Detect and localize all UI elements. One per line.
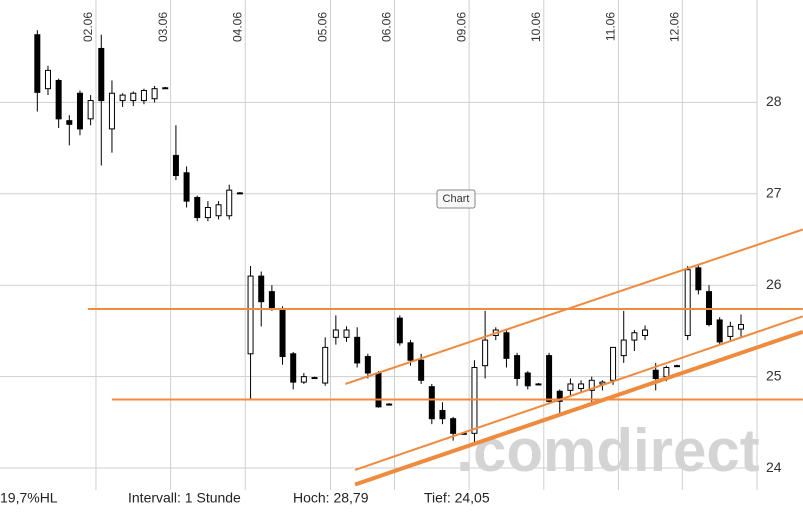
candle-body [236, 192, 243, 195]
candle-body [183, 172, 190, 202]
candle-body [450, 418, 457, 434]
candle-body [588, 379, 595, 391]
candle-body [727, 325, 734, 337]
footer-text: 19,7%HL [0, 490, 58, 506]
candle-body [439, 409, 446, 420]
candle-body [76, 92, 83, 130]
trend-line [354, 329, 803, 487]
candle-body [514, 355, 521, 379]
candle-body [258, 275, 265, 303]
candle-body [364, 356, 371, 374]
candle-body [268, 291, 275, 310]
candle-body [599, 381, 606, 385]
candle-body [140, 90, 147, 102]
trend-line [345, 228, 803, 385]
x-tick-label: 05.06 [316, 12, 330, 42]
candle-body [194, 196, 201, 219]
candle-body [66, 120, 73, 125]
candle-body [343, 329, 350, 338]
candle-body [418, 359, 425, 381]
x-tick-label: 02.06 [81, 12, 95, 42]
candle-body [716, 319, 723, 343]
x-tick-label: 10.06 [529, 12, 543, 42]
footer-text: Tief: 24,05 [424, 490, 490, 506]
candle-body [482, 339, 489, 367]
candle-body [55, 79, 62, 120]
footer-text: Intervall: 1 Stunde [128, 490, 241, 506]
candle-body [119, 94, 126, 102]
candle-body [407, 342, 414, 361]
x-tick-label: 09.06 [454, 12, 468, 42]
candle-body [108, 92, 115, 130]
trend-line [354, 315, 803, 471]
candle-body [247, 275, 254, 355]
candle-body [162, 87, 169, 90]
tooltip: Chart [436, 189, 476, 209]
candle-body [322, 346, 329, 384]
y-tick-label: 28 [766, 93, 782, 109]
candle-body [610, 346, 617, 381]
candle-body [226, 189, 233, 217]
candle-body [567, 383, 574, 391]
tooltip-box [436, 189, 476, 209]
candle-body [642, 329, 649, 337]
x-tick-label: 04.06 [230, 12, 244, 42]
candle-body [300, 376, 307, 383]
candle-body [204, 207, 211, 219]
candle-body [44, 69, 51, 90]
grid [0, 0, 758, 490]
y-tick-label: 24 [766, 459, 782, 475]
candle-body [674, 365, 681, 368]
x-tick-label: 06.06 [380, 12, 394, 42]
candle-body [290, 353, 297, 383]
candle-body [396, 317, 403, 344]
candle-body [738, 324, 745, 330]
candle-body [172, 154, 179, 177]
candle-body [684, 269, 691, 337]
candle-body [524, 372, 531, 387]
candle-body [98, 47, 105, 102]
candle-body [375, 372, 382, 408]
candle-body [386, 403, 393, 406]
tooltip-text: Chart [443, 193, 470, 205]
candle-body [151, 88, 158, 100]
footer-text: Hoch: 28,79 [293, 490, 369, 506]
candle-body [215, 204, 222, 217]
candle-body [652, 369, 659, 379]
candle-body [620, 339, 627, 357]
candle-body [354, 336, 361, 364]
candle-body [546, 355, 553, 402]
y-tick-label: 27 [766, 185, 782, 201]
x-tick-label: 11.06 [604, 12, 618, 41]
candle-body [34, 34, 41, 93]
candle-body [87, 100, 94, 120]
candle-body [556, 390, 563, 402]
candle-body [279, 308, 286, 358]
watermark: .comdirect [456, 417, 759, 484]
candle-body [578, 383, 585, 390]
candle-body [130, 92, 137, 102]
candle-body [503, 332, 510, 359]
x-tick-label: 12.06 [668, 12, 682, 42]
x-tick-label: 03.06 [156, 12, 170, 42]
candle-body [311, 377, 318, 380]
candle-body [663, 367, 670, 378]
candle-body [695, 267, 702, 291]
candle-body [535, 383, 542, 386]
candle-body [332, 329, 339, 338]
y-tick-label: 26 [766, 276, 782, 292]
y-tick-label: 25 [766, 367, 782, 383]
candle-body [631, 332, 638, 341]
candle-body [428, 386, 435, 420]
